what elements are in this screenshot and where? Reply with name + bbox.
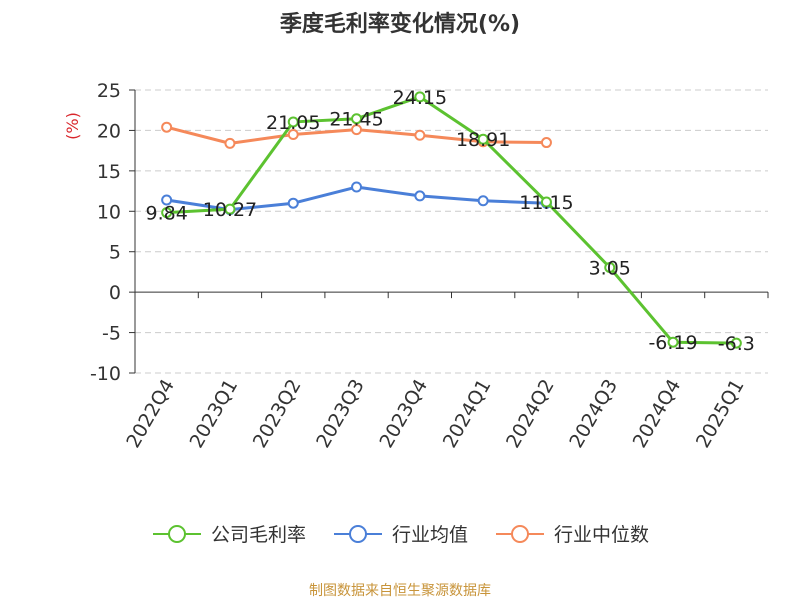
data-point: [224, 203, 236, 215]
legend-label: 行业中位数: [554, 524, 650, 546]
data-point: [161, 207, 173, 219]
y-tick-label: 0: [109, 282, 121, 304]
legend-item[interactable]: 公司毛利率: [151, 520, 306, 547]
data-label: 3.05: [589, 257, 631, 279]
legend-line-marker-icon: [152, 524, 201, 543]
data-label: 11.15: [519, 192, 573, 214]
grid-lines: [135, 89, 768, 374]
legend-item[interactable]: 行业均值: [332, 520, 468, 547]
data-label: 18.91: [456, 129, 510, 151]
data-point: [351, 113, 363, 125]
data-label: 9.84: [145, 203, 187, 225]
series-lines: [161, 91, 742, 349]
data-point: [287, 116, 299, 128]
data-label: 10.27: [203, 199, 257, 221]
x-tick-label: 2022Q4: [122, 376, 179, 452]
data-point: [161, 194, 173, 206]
y-tick-label: -5: [102, 323, 121, 345]
data-label: 21.05: [266, 112, 320, 134]
y-tick-label: 20: [97, 120, 121, 142]
series-line: [166, 95, 737, 345]
data-label: -6.19: [648, 332, 697, 354]
source-note: 制图数据来自恒生聚源数据库: [309, 583, 491, 599]
y-tick-label: 25: [97, 80, 121, 102]
data-point: [477, 195, 489, 207]
x-tick-label: 2024Q4: [629, 376, 686, 452]
x-tick-label: 2023Q3: [312, 376, 369, 452]
legend: 公司毛利率 行业均值 行业中位数: [0, 520, 800, 547]
data-point: [351, 181, 363, 193]
x-tick-label: 2024Q1: [439, 376, 496, 452]
data-point: [414, 190, 426, 202]
legend-item[interactable]: 行业中位数: [494, 520, 649, 547]
y-axis-label: (%): [63, 112, 82, 140]
data-point: [540, 196, 552, 208]
y-tick-label: 10: [97, 201, 121, 223]
legend-line-marker-icon: [496, 524, 544, 543]
data-point: [540, 137, 552, 149]
legend-line-marker-icon: [333, 524, 382, 543]
x-tick-label: 2023Q2: [249, 376, 306, 452]
data-labels: 9.84 10.27 21.05 21.45 24.15 18.91 11.15 3.05 -6…: [145, 87, 754, 355]
data-point: [730, 337, 742, 349]
data-point: [224, 137, 236, 149]
data-point: [477, 133, 489, 145]
legend-label: 公司毛利率: [210, 524, 306, 546]
y-tick-label: 5: [109, 242, 121, 264]
x-tick-label: 2023Q4: [375, 376, 432, 452]
data-point: [351, 124, 363, 136]
y-tick-label: -10: [90, 363, 121, 385]
data-point: [604, 261, 616, 273]
x-tick-label: 2024Q2: [502, 376, 559, 452]
data-label: 21.45: [329, 109, 383, 131]
data-point: [414, 91, 426, 103]
data-point: [287, 197, 299, 209]
data-point: [161, 121, 173, 133]
y-tick-label: 15: [97, 161, 121, 183]
x-tick-label: 2024Q3: [565, 376, 622, 452]
data-point: [667, 336, 679, 348]
data-label: 24.15: [393, 87, 447, 109]
data-label: -6.3: [718, 333, 755, 355]
data-point: [287, 128, 299, 140]
x-tick-label: 2025Q1: [692, 376, 749, 452]
data-point: [414, 129, 426, 141]
legend-label: 行业均值: [391, 524, 468, 546]
x-tick-label: 2023Q1: [186, 376, 243, 452]
chart-title: 季度毛利率变化情况(%): [279, 12, 521, 37]
